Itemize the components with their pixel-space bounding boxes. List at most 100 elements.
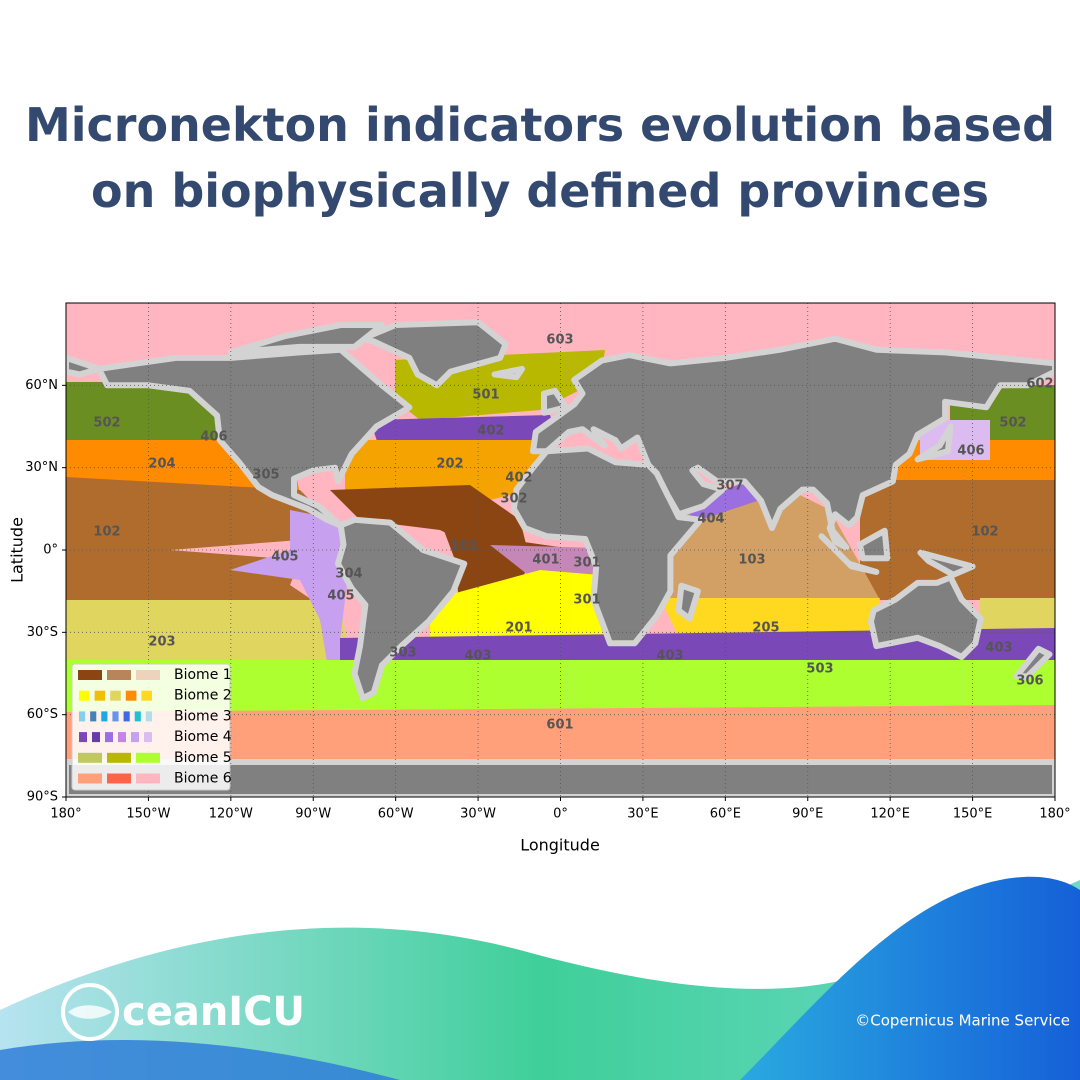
- legend: Biome 1 Biome 2 Biome 3 Biome 4 Biome 5 Biome…: [71, 663, 232, 791]
- legend-swatch: [79, 690, 90, 701]
- landmass: [1013, 645, 1053, 680]
- province-label: 307: [716, 479, 743, 494]
- province-label: 502: [999, 416, 1026, 431]
- legend-swatch: [78, 773, 102, 784]
- province-area: [330, 485, 580, 615]
- title: Micronekton indicators evolution based o…: [24, 98, 1056, 218]
- legend-swatch: [131, 732, 139, 743]
- province-area: [66, 600, 350, 665]
- landmass: [867, 574, 984, 660]
- legend-swatch: [141, 690, 152, 701]
- x-tick-label: 90°E: [792, 807, 823, 822]
- legend-swatch: [125, 690, 137, 701]
- province-label: 202: [436, 457, 463, 472]
- x-tick-label: 0°: [553, 807, 568, 822]
- legend-swatch: [79, 711, 86, 722]
- x-tick-label: 60°W: [378, 807, 414, 822]
- province-label: 405: [271, 550, 298, 565]
- province-label: 102: [93, 525, 120, 540]
- axis-ticks: 180° 150°W 120°W 90°W 60°W 30°W 0° 30°E 60°E 90°E…: [25, 378, 1070, 822]
- province-label: 303: [389, 646, 416, 661]
- logo-icon: [61, 983, 119, 1041]
- legend-swatch: [110, 690, 121, 701]
- y-tick-label: 0°: [43, 543, 58, 558]
- legend-swatch: [123, 711, 130, 722]
- legend-swatch: [107, 670, 131, 680]
- landmass: [227, 322, 385, 356]
- province-labels: 603 501 602 502 502 406 402 406 204 202 305 402 307 3…: [93, 333, 1053, 733]
- province-label: 406: [957, 444, 984, 459]
- province-label: 205: [752, 621, 779, 636]
- province-area: [66, 477, 330, 612]
- legend-swatch: [78, 752, 102, 763]
- y-axis-label: Latitude: [8, 517, 27, 583]
- landmass: [491, 365, 525, 381]
- landmass: [856, 527, 891, 562]
- legend-swatch: [101, 711, 108, 722]
- province-area: [860, 480, 1055, 600]
- logo-icon: [68, 1005, 112, 1019]
- province-label: 102: [971, 525, 998, 540]
- landmass: [818, 533, 880, 575]
- landmass: [335, 516, 468, 702]
- legend-swatch: [136, 752, 160, 763]
- province-label: 401: [532, 553, 559, 568]
- legend-swatch: [134, 711, 141, 722]
- province-label: 403: [985, 641, 1012, 656]
- landmass: [96, 346, 413, 531]
- province-label: 601: [546, 718, 573, 733]
- x-axis-label: Longitude: [520, 836, 600, 855]
- province-label: 404: [697, 512, 724, 527]
- x-tick-label: 30°W: [460, 807, 496, 822]
- province-area: [665, 495, 880, 600]
- x-tick-label: 90°W: [295, 807, 331, 822]
- y-tick-label: 30°S: [27, 625, 58, 640]
- legend-swatch: [136, 670, 160, 680]
- province-area: [430, 570, 610, 640]
- province-label: 405: [327, 589, 354, 604]
- y-tick-label: 30°N: [25, 460, 58, 475]
- province-label: 301: [573, 593, 600, 608]
- province-label: 201: [505, 621, 532, 636]
- legend-label: Biome 4: [174, 729, 232, 745]
- landmass: [66, 354, 102, 378]
- landmass: [530, 335, 1055, 551]
- province-area: [980, 598, 1055, 633]
- x-tick-label: 180°: [50, 807, 81, 822]
- legend-swatch: [136, 773, 160, 784]
- legend-swatch: [145, 711, 152, 722]
- y-tick-label: 90°S: [27, 790, 58, 805]
- wave: [740, 876, 1080, 1080]
- credit: ©Copernicus Marine Service: [855, 1012, 1070, 1030]
- legend-label: Biome 5: [174, 750, 232, 766]
- logo-text: ceanICU: [122, 989, 305, 1035]
- province-area: [230, 510, 350, 690]
- graticule: [66, 303, 1055, 797]
- x-tick-label: 180°: [1039, 807, 1070, 822]
- legend-label: Biome 6: [174, 771, 232, 787]
- province-label: 302: [500, 492, 527, 507]
- legend-swatch: [90, 711, 97, 722]
- legend-swatch: [78, 670, 102, 680]
- legend-swatch: [144, 732, 152, 743]
- landmass: [510, 445, 704, 647]
- province-label: 306: [1016, 674, 1043, 689]
- province-label: 305: [252, 468, 279, 483]
- legend-swatch: [79, 732, 87, 743]
- landmass: [917, 549, 976, 578]
- y-tick-label: 60°N: [25, 378, 58, 393]
- province-label: 203: [148, 635, 175, 650]
- x-tick-label: 120°E: [870, 807, 910, 822]
- footer: ceanICU ©Copernicus Marine Service: [0, 876, 1080, 1080]
- legend-swatch: [107, 773, 131, 784]
- legend-swatch: [94, 690, 106, 701]
- province-label: 301: [573, 556, 600, 571]
- province-label: 101: [450, 539, 477, 554]
- wave: [0, 1040, 400, 1080]
- province-label: 501: [472, 388, 499, 403]
- landmass: [914, 423, 954, 463]
- province-label: 406: [200, 430, 227, 445]
- province-label: 603: [546, 333, 573, 348]
- province-area: [345, 440, 555, 500]
